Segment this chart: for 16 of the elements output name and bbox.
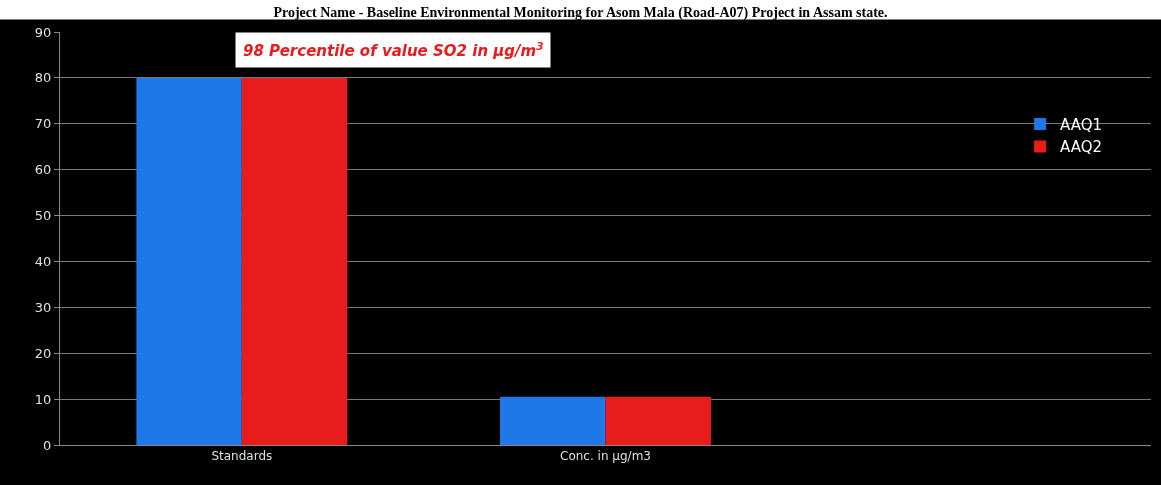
y-tick-label: 80 <box>34 70 52 86</box>
x-tick-label: Conc. in µg/m3 <box>560 449 651 464</box>
chart-title: Project Name - Baseline Environmental Monitoring for Asom Mala (Road-A07) Project in Assam state. <box>273 5 888 22</box>
y-tick-label: 40 <box>34 253 52 269</box>
y-tick-label: 20 <box>34 345 52 361</box>
y-tick-label: 50 <box>34 208 52 224</box>
y-tick-label: 10 <box>34 391 52 407</box>
y-tick-label: 0 <box>43 437 52 453</box>
legend-label: AAQ2 <box>1060 138 1103 157</box>
y-tick-label: 30 <box>34 299 52 315</box>
y-tick-label: 70 <box>34 116 52 132</box>
annotation: 98 Percentile of value SO2 in µg/m$^{3}$ <box>243 40 544 61</box>
y-tick-label: 60 <box>34 162 52 178</box>
legend-label: AAQ1 <box>1060 115 1103 134</box>
y-tick-label: 90 <box>34 24 52 40</box>
x-tick-label: Standards <box>211 449 273 464</box>
